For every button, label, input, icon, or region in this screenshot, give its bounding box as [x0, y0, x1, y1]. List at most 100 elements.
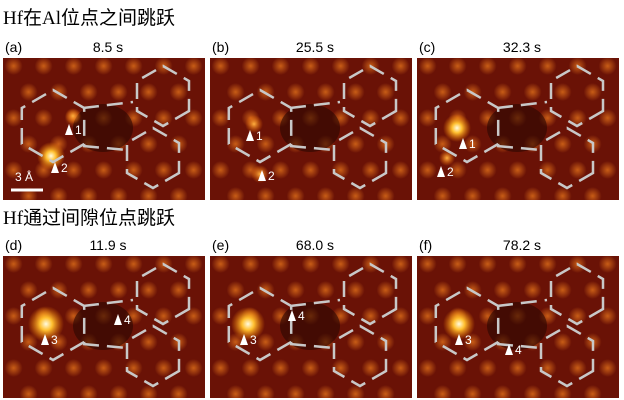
atom: [598, 109, 617, 127]
micrograph: 12: [210, 58, 412, 200]
marker-label: 1: [75, 123, 82, 137]
image-content: [417, 58, 619, 200]
micrograph: 34: [3, 256, 205, 398]
atom: [433, 83, 452, 101]
atom: [256, 187, 275, 200]
hexagon-outline: [125, 126, 181, 190]
dark-region: [487, 302, 547, 350]
atom: [508, 58, 527, 75]
bridge-outline: [496, 298, 548, 308]
atom: [478, 359, 497, 377]
atom: [418, 359, 437, 377]
atom: [109, 187, 128, 200]
atom: [301, 359, 320, 377]
marker-arrow: [459, 138, 467, 149]
atom: [478, 161, 497, 179]
atom: [376, 187, 395, 200]
atom: [211, 256, 230, 273]
atom: [169, 187, 188, 200]
panel-time: 68.0 s: [296, 237, 334, 253]
atom: [241, 359, 260, 377]
hexagon-outline: [539, 324, 595, 388]
atom: [241, 256, 260, 273]
atom: [271, 359, 290, 377]
atom: [301, 161, 320, 179]
atom: [139, 83, 158, 101]
atom: [211, 307, 230, 325]
atom: [331, 58, 350, 75]
atom: [346, 135, 365, 153]
atom: [211, 359, 230, 377]
atom: [508, 256, 527, 273]
marker-label: 3: [250, 333, 257, 347]
atom: [34, 58, 53, 75]
scale-bar-label: 3 Å: [15, 169, 33, 184]
panel-time: 78.2 s: [503, 237, 541, 253]
marker-label: 1: [256, 129, 263, 143]
atom: [568, 359, 587, 377]
atom: [376, 83, 395, 101]
panel-label: (a): [5, 39, 22, 55]
atom: [271, 256, 290, 273]
dark-region: [73, 104, 133, 152]
atom: [448, 58, 467, 75]
marker-label: 4: [124, 313, 131, 327]
atom: [124, 256, 143, 273]
atom: [226, 187, 245, 200]
atom: [346, 187, 365, 200]
bridge-outline: [82, 342, 128, 350]
atom: [79, 187, 98, 200]
micrograph: 1 2 3 Å: [3, 58, 205, 200]
atom: [94, 161, 113, 179]
atom: [346, 83, 365, 101]
section-title: Hf通过间隙位点跳跃: [3, 207, 175, 229]
marker-label: 1: [469, 137, 476, 151]
atom: [418, 161, 437, 179]
marker-arrow: [505, 344, 513, 355]
atom: [184, 109, 203, 127]
atom: [553, 281, 572, 299]
dark-region: [280, 302, 340, 350]
atom: [553, 83, 572, 101]
atom: [124, 58, 143, 75]
bright-spot: [37, 142, 65, 170]
atom: [433, 333, 452, 351]
atom: [139, 135, 158, 153]
atom: [493, 281, 512, 299]
atom: [169, 83, 188, 101]
marker-arrow: [51, 162, 59, 173]
atom: [49, 187, 68, 200]
atom: [463, 385, 482, 398]
atom: [583, 281, 602, 299]
marker-arrow: [114, 314, 122, 325]
atom: [463, 187, 482, 200]
atom: [64, 58, 83, 75]
marker-label: 4: [298, 309, 305, 323]
atom: [34, 109, 53, 127]
panel-time: 25.5 s: [296, 39, 334, 55]
atom: [316, 187, 335, 200]
atom: [346, 281, 365, 299]
marker-label: 2: [61, 161, 68, 175]
marker-label: 4: [515, 343, 522, 357]
dark-region: [280, 104, 340, 152]
atom: [109, 385, 128, 398]
atom: [598, 307, 617, 325]
atom: [4, 109, 23, 127]
bright-spot: [65, 108, 81, 124]
bright-spot: [231, 307, 265, 341]
atom: [256, 135, 275, 153]
atom: [19, 333, 38, 351]
atom: [286, 187, 305, 200]
atom: [64, 161, 83, 179]
atom: [418, 109, 437, 127]
atom: [391, 307, 410, 325]
marker-arrow: [65, 124, 73, 135]
hexagon-outline: [549, 64, 605, 128]
atom: [184, 161, 203, 179]
atom: [94, 256, 113, 273]
atom: [346, 333, 365, 351]
atom: [316, 83, 335, 101]
atom: [331, 256, 350, 273]
atom: [448, 256, 467, 273]
